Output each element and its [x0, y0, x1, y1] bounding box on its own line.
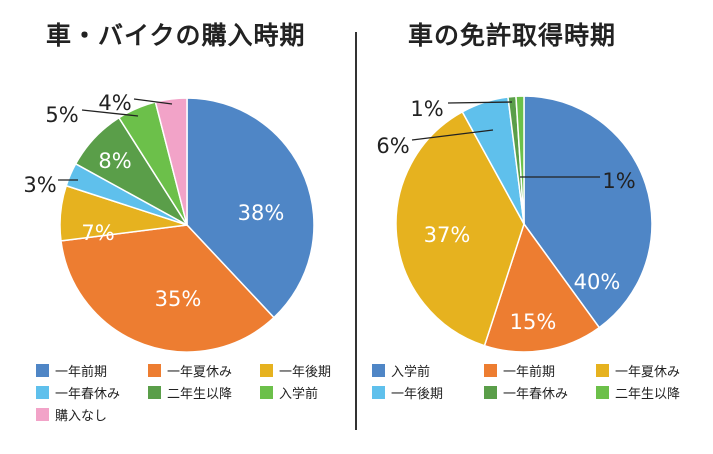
right-legend-item: 二年生以降: [596, 383, 680, 402]
left-legend-item: 二年生以降: [148, 383, 232, 402]
right-leader-line: [411, 129, 494, 141]
left-slice-label: 3%: [23, 173, 56, 197]
right-legend-label: 一年後期: [391, 387, 444, 402]
left-leader-line: [133, 98, 173, 105]
left-legend-label: 入学前: [279, 387, 319, 402]
right-pie-slice: [523, 95, 653, 329]
left-slice-label: 35%: [155, 287, 202, 311]
left-chart-title: 車・バイクの購入時期: [46, 21, 306, 50]
left-slice-label: 38%: [238, 201, 285, 225]
right-legend-label: 一年前期: [503, 365, 556, 380]
right-legend-label: 入学前: [391, 365, 431, 380]
left-legend-swatch: [36, 408, 49, 421]
right-legend-item: 一年後期: [372, 383, 443, 402]
left-legend-swatch: [36, 386, 49, 399]
left-legend-label: 一年後期: [279, 365, 332, 380]
left-legend-swatch: [148, 364, 161, 377]
right-chart-title: 車の免許取得時期: [408, 21, 617, 50]
right-legend-item: 一年前期: [484, 361, 555, 380]
right-slice-label: 1%: [410, 97, 443, 121]
left-legend-item: 一年前期: [36, 361, 107, 380]
right-legend-label: 二年生以降: [615, 387, 681, 402]
right-legend-swatch: [596, 386, 609, 399]
right-pie-slice: [395, 110, 525, 347]
right-legend-swatch: [484, 386, 497, 399]
left-legend-label: 購入なし: [55, 409, 108, 424]
left-legend-item: 一年夏休み: [148, 361, 232, 380]
left-legend-item: 一年後期: [260, 361, 331, 380]
chart-divider: [355, 32, 357, 430]
left-legend-label: 二年生以降: [167, 387, 233, 402]
right-legend-swatch: [596, 364, 609, 377]
left-legend-swatch: [260, 364, 273, 377]
left-legend-swatch: [36, 364, 49, 377]
right-legend-item: 一年春休み: [484, 383, 568, 402]
left-slice-label: 7%: [81, 221, 114, 245]
right-legend-swatch: [484, 364, 497, 377]
left-legend-item: 購入なし: [36, 405, 107, 424]
left-slice-label: 8%: [98, 149, 131, 173]
left-pie-slice: [60, 224, 275, 353]
left-legend-label: 一年夏休み: [167, 365, 233, 380]
right-leader-line: [447, 101, 513, 104]
left-legend-swatch: [260, 386, 273, 399]
right-slice-label: 6%: [376, 134, 409, 158]
right-pie-slice: [515, 95, 525, 225]
right-slice-label: 1%: [602, 169, 635, 193]
right-legend-label: 一年春休み: [503, 387, 569, 402]
left-pie-slice: [186, 97, 315, 319]
left-slice-label: 5%: [45, 103, 78, 127]
left-legend-swatch: [148, 386, 161, 399]
left-legend-label: 一年春休み: [55, 387, 121, 402]
left-legend-item: 入学前: [260, 383, 318, 402]
right-legend-item: 一年夏休み: [596, 361, 680, 380]
right-slice-label: 37%: [424, 223, 471, 247]
right-legend-swatch: [372, 364, 385, 377]
right-slice-label: 40%: [574, 270, 621, 294]
left-legend-label: 一年前期: [55, 365, 108, 380]
right-legend-item: 入学前: [372, 361, 430, 380]
right-legend-label: 一年夏休み: [615, 365, 681, 380]
left-leader-line: [81, 109, 139, 117]
left-slice-label: 4%: [98, 91, 131, 115]
right-pie-slice: [483, 222, 601, 353]
right-slice-label: 15%: [510, 310, 557, 334]
right-legend-swatch: [372, 386, 385, 399]
left-legend-item: 一年春休み: [36, 383, 120, 402]
